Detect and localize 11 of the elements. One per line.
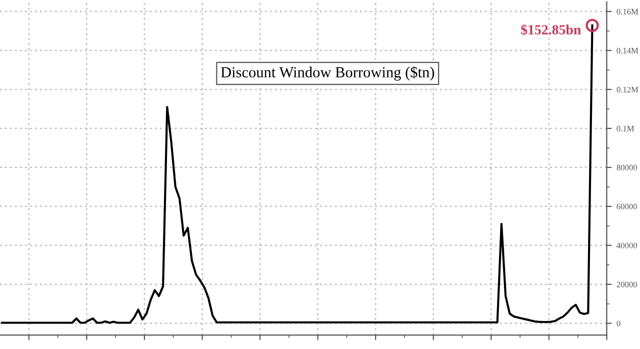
y-tick-label: 0 (616, 320, 620, 326)
y-tick-label: 0.1M (616, 126, 634, 132)
y-tick-label: 60000 (616, 204, 637, 210)
y-tick-label: 0.12M (616, 86, 638, 92)
text: Discount Window Borrowing ($tn) (220, 66, 434, 81)
annotation: $152.85bn (521, 24, 581, 36)
y-tick-label: 80000 (616, 164, 637, 170)
y-tick-label: 0.16M (616, 8, 638, 14)
y-tick-label: 0.14M (616, 48, 638, 54)
y-tick-label: 20000 (616, 282, 637, 288)
y-tick-label: 40000 (616, 242, 637, 248)
